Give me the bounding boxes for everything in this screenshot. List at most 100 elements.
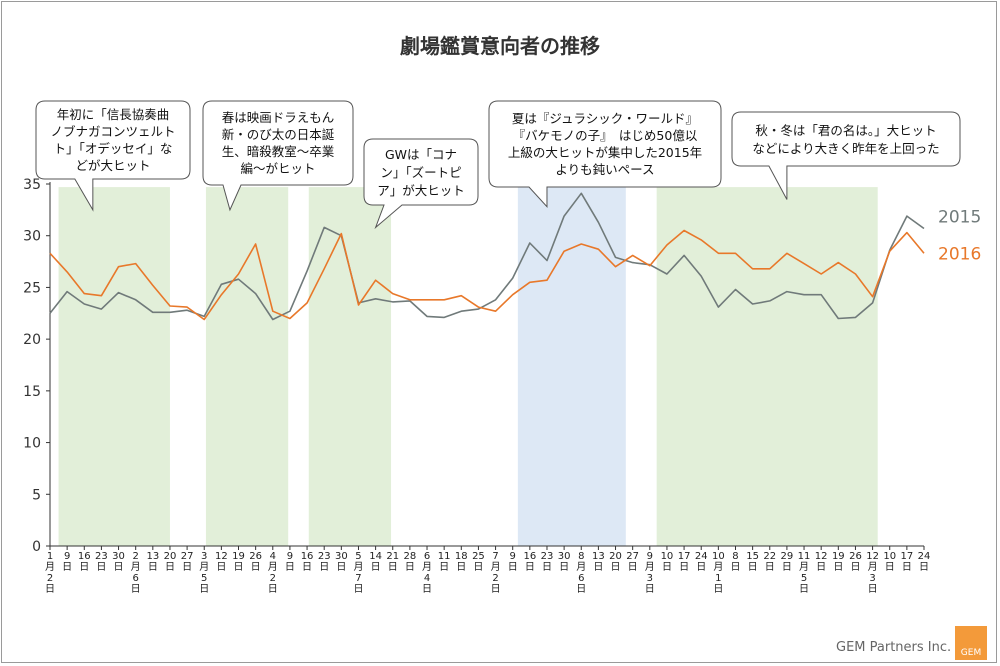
highlight-band-5 [656,187,878,547]
callout-text-line: ト」「オデッセイ」な [54,141,173,156]
x-tick-label: 19 日 [232,551,245,573]
x-tick-label: 12 日 [215,551,228,573]
x-tick-label: 14 日 [369,551,382,573]
x-tick-label: 28 日 [404,551,417,573]
callout-text-line: 生、暗殺教室～卒業 [222,144,335,159]
axes: 0 5 10 15 20 25 30 35 1 月 2 日 9 日 16 日 23 日 30 日 2 月 6 日 13 日 20 日 2… [23,177,930,595]
callout-text-line: などにより大きく昨年を上回った [752,141,939,156]
x-tick-label: 25 日 [472,551,485,573]
x-tick-label: 18 日 [455,551,468,573]
x-tick-label: 16 日 [523,551,536,573]
x-tick-label: 20 日 [609,551,622,573]
callout-text-line: GWは「コナ [385,147,457,162]
callout-bubble-4 [488,100,722,209]
y-tick-label: 30 [23,229,41,245]
x-tick-label: 30 日 [558,551,571,573]
highlight-band-4 [517,187,626,547]
series-lines: 2015 2016 [49,192,981,321]
y-tick-label: 25 [23,280,41,296]
x-tick-label: 29 日 [781,551,794,573]
highlight-band-2 [205,187,289,547]
y-tick-label: 5 [32,487,41,503]
x-tick-label: 10 月 1 日 [712,551,725,595]
x-tick-label: 20 日 [164,551,177,573]
x-tick-label: 22 日 [763,551,776,573]
callout-bubble-5 [731,111,961,200]
callout-text-line: ア」が大ヒット [377,183,465,198]
x-tick-label: 30 日 [335,551,348,573]
x-tick-label: 17 日 [900,551,913,573]
gem-logo-text: GEM [960,648,982,658]
x-tick-label: 26 日 [249,551,262,573]
x-tick-label: 21 日 [386,551,399,573]
x-tick-label: 10 日 [661,551,674,573]
x-tick-label: 23 日 [318,551,331,573]
y-tick-label: 15 [23,384,41,400]
callout-text-line: ノブナガコンツェルト [50,124,175,139]
callout-text-line: 『バケモノの子』 はじめ50億以 [513,128,698,143]
x-tick-label: 13 日 [592,551,605,573]
x-tick-label: 23 日 [541,551,554,573]
y-tick-label: 10 [23,436,41,452]
x-tick-label: 27 日 [181,551,194,573]
x-tick-label: 10 日 [883,551,896,573]
series-label-2016: 2016 [938,244,981,264]
callout-text-line: どが大ヒット [75,158,150,173]
x-tick-label: 23 日 [95,551,108,573]
x-tick-label: 30 日 [112,551,125,573]
gem-logo: GEM [955,626,987,660]
chart-title: 劇場鑑賞意向者の推移 [400,34,600,58]
x-tick-label: 24 日 [695,551,708,573]
series-line-2016 [49,229,925,321]
credit-text: GEM Partners Inc. [836,640,952,655]
x-tick-label: 11 月 5 日 [798,551,811,595]
series-label-2015: 2015 [938,207,981,227]
callout-text-line: よりも鈍いペース [555,162,654,177]
callout-text-line: ン」「ズートピ [380,165,461,180]
y-tick-label: 35 [23,177,41,193]
callout-bubble-3 [363,138,479,230]
x-tick-label: 11 日 [438,551,451,573]
x-tick-label: 24 日 [918,551,931,573]
callout-text-line: 新・のび太の日本誕 [222,127,335,142]
callout-text-line: 編～がヒット [240,161,315,176]
x-tick-label: 15 日 [746,551,759,573]
callout-text-line: 上級の大ヒットが集中した2015年 [508,145,702,160]
callout-text-line: 年初に「信長協奏曲 [57,107,170,122]
x-tick-label: 27 日 [626,551,639,573]
callout-text-line: 春は映画ドラえもん [222,110,335,125]
callout-bubble-1 [35,100,191,212]
x-tick-label: 17 日 [678,551,691,573]
highlight-band-3 [308,187,392,547]
callout-text-line: 夏は『ジュラシック・ワールド』 [512,111,698,126]
callout-text-line: 秋・冬は「君の名は。」大ヒット [755,123,936,138]
y-tick-label: 0 [32,539,41,555]
highlight-bands [58,187,878,547]
y-tick-label: 20 [23,332,41,348]
x-tick-label: 26 日 [849,551,862,573]
highlight-band-1 [58,187,170,547]
x-tick-label: 12 月 3 日 [866,551,879,595]
x-tick-label: 16 日 [301,551,314,573]
x-tick-label: 12 日 [815,551,828,573]
x-tick-label: 16 日 [78,551,91,573]
callout-bubble-2 [202,100,354,212]
x-tick-label: 19 日 [832,551,845,573]
x-tick-label: 13 日 [146,551,159,573]
